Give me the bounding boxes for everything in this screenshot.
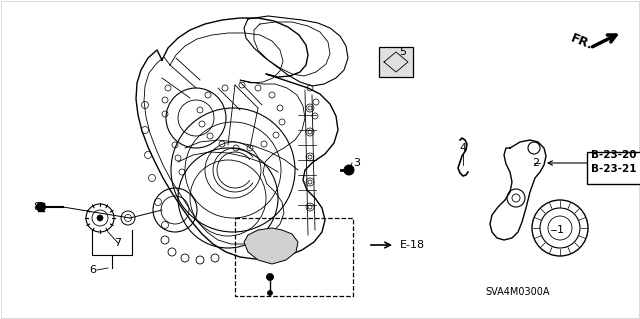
Circle shape xyxy=(97,215,103,221)
Text: B-23-20
B-23-21: B-23-20 B-23-21 xyxy=(591,150,637,174)
Text: SVA4M0300A: SVA4M0300A xyxy=(486,287,550,297)
Polygon shape xyxy=(244,228,298,264)
Text: E-18: E-18 xyxy=(400,240,425,250)
Text: 2: 2 xyxy=(532,158,540,168)
Circle shape xyxy=(36,203,45,211)
Text: 1: 1 xyxy=(557,225,563,235)
Text: 3: 3 xyxy=(353,158,360,168)
Circle shape xyxy=(266,273,273,280)
Text: 5: 5 xyxy=(399,47,406,57)
Circle shape xyxy=(344,165,354,175)
Text: FR.: FR. xyxy=(569,32,595,52)
Circle shape xyxy=(268,291,273,295)
FancyBboxPatch shape xyxy=(379,47,413,77)
Text: 7: 7 xyxy=(115,238,122,248)
Text: 8: 8 xyxy=(33,202,40,212)
FancyBboxPatch shape xyxy=(587,152,640,184)
Bar xyxy=(235,218,353,296)
Text: 6: 6 xyxy=(90,265,97,275)
Text: 4: 4 xyxy=(460,143,467,153)
